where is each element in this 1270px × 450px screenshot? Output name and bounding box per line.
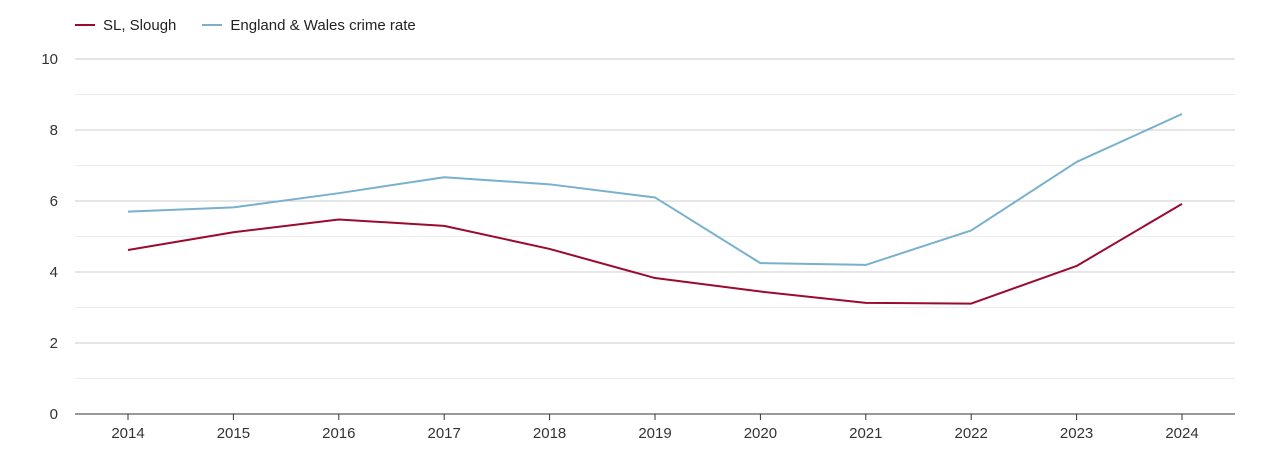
data-point-england-wales[interactable] <box>1074 159 1080 165</box>
legend-swatch-england-wales <box>202 24 223 26</box>
data-point-england-wales[interactable] <box>441 174 447 180</box>
data-point-england-wales[interactable] <box>230 204 236 210</box>
data-point-slough[interactable] <box>757 289 763 295</box>
x-tick-label: 2014 <box>111 425 144 442</box>
series-lines <box>125 111 1185 307</box>
x-tick-label: 2022 <box>955 425 988 442</box>
data-point-slough[interactable] <box>968 301 974 307</box>
data-point-slough[interactable] <box>547 246 553 252</box>
data-point-slough[interactable] <box>1179 201 1185 207</box>
y-tick-label: 8 <box>50 122 58 139</box>
legend-label-england-wales: England & Wales crime rate <box>230 16 416 34</box>
legend-item-england-wales[interactable]: England & Wales crime rate <box>202 16 416 34</box>
x-tick-label: 2023 <box>1060 425 1093 442</box>
data-point-england-wales[interactable] <box>1179 111 1185 117</box>
data-point-england-wales[interactable] <box>863 262 869 268</box>
chart-legend: SL, Slough England & Wales crime rate <box>75 14 416 36</box>
series-line-england-wales[interactable] <box>127 113 1183 266</box>
x-tick-label: 2018 <box>533 425 566 442</box>
data-point-england-wales[interactable] <box>336 190 342 196</box>
data-point-slough[interactable] <box>863 300 869 306</box>
x-tick-label: 2017 <box>428 425 461 442</box>
data-point-slough[interactable] <box>230 229 236 235</box>
data-point-slough[interactable] <box>336 216 342 222</box>
legend-swatch-slough <box>75 24 95 26</box>
data-point-england-wales[interactable] <box>547 181 553 187</box>
grid-lines <box>75 58 1235 379</box>
x-tick-label: 2019 <box>638 425 671 442</box>
data-point-slough[interactable] <box>125 247 131 253</box>
y-tick-label: 2 <box>50 335 58 352</box>
x-axis: 2014 2015 2016 2017 2018 2019 2020 2021 2022 2023… <box>75 413 1235 442</box>
y-tick-label: 10 <box>41 51 58 68</box>
data-point-slough[interactable] <box>652 275 658 281</box>
x-tick-label: 2024 <box>1165 425 1198 442</box>
data-point-england-wales[interactable] <box>968 227 974 233</box>
y-tick-label: 6 <box>50 193 58 210</box>
legend-item-slough[interactable]: SL, Slough <box>75 17 176 34</box>
data-point-slough[interactable] <box>1074 263 1080 269</box>
y-tick-label: 0 <box>50 406 58 423</box>
data-point-england-wales[interactable] <box>652 194 658 200</box>
x-tick-label: 2020 <box>744 425 777 442</box>
y-tick-label: 4 <box>50 264 58 281</box>
legend-label-slough: SL, Slough <box>103 16 177 34</box>
x-tick-label: 2016 <box>322 425 355 442</box>
data-point-slough[interactable] <box>441 223 447 229</box>
data-point-england-wales[interactable] <box>757 260 763 266</box>
series-line-slough[interactable] <box>127 202 1183 305</box>
x-tick-label: 2021 <box>849 425 882 442</box>
data-point-england-wales[interactable] <box>125 209 131 215</box>
y-axis: 0 2 4 6 8 10 <box>41 51 58 423</box>
x-tick-label: 2015 <box>217 425 250 442</box>
